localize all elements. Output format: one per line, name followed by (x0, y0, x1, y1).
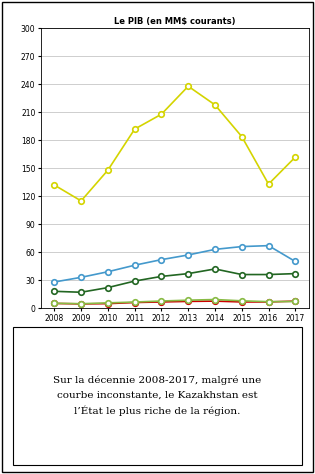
KIRGHIZSTAN (79, 301, 83, 307)
Line: TADJIKISTAN: TADJIKISTAN (52, 297, 298, 307)
TURKMENISTAN (53, 289, 56, 294)
OUZBEKISTAN (186, 252, 190, 258)
OUZBEKISTAN (266, 243, 270, 248)
TURKMENISTAN (213, 266, 217, 272)
TURKMENISTAN (240, 272, 244, 277)
TADJIKISTAN (213, 297, 217, 302)
KIRGHIZSTAN (159, 299, 163, 305)
KIRGHIZSTAN (266, 299, 270, 305)
TADJIKISTAN (294, 299, 297, 304)
KAZAKHSTAN (240, 134, 244, 139)
TURKMENISTAN (294, 271, 297, 276)
TURKMENISTAN (133, 278, 136, 284)
KIRGHIZSTAN (106, 301, 110, 307)
KAZAKHSTAN (133, 126, 136, 132)
TADJIKISTAN (266, 299, 270, 304)
KAZAKHSTAN (213, 102, 217, 108)
KAZAKHSTAN (186, 83, 190, 89)
TADJIKISTAN (240, 298, 244, 304)
Line: TURKMENISTAN: TURKMENISTAN (52, 266, 298, 295)
TADJIKISTAN (106, 300, 110, 306)
KIRGHIZSTAN (186, 299, 190, 304)
TADJIKISTAN (186, 297, 190, 303)
OUZBEKISTAN (133, 263, 136, 268)
OUZBEKISTAN (294, 259, 297, 264)
KIRGHIZSTAN (213, 298, 217, 304)
TURKMENISTAN (79, 290, 83, 295)
KIRGHIZSTAN (240, 299, 244, 305)
TADJIKISTAN (53, 301, 56, 306)
Line: KIRGHIZSTAN: KIRGHIZSTAN (52, 298, 298, 307)
TURKMENISTAN (186, 271, 190, 276)
KAZAKHSTAN (159, 111, 163, 117)
KAZAKHSTAN (79, 198, 83, 204)
TURKMENISTAN (106, 285, 110, 291)
TADJIKISTAN (79, 301, 83, 307)
TURKMENISTAN (266, 272, 270, 277)
KAZAKHSTAN (266, 181, 270, 187)
KAZAKHSTAN (294, 154, 297, 160)
TURKMENISTAN (159, 273, 163, 279)
OUZBEKISTAN (79, 274, 83, 280)
OUZBEKISTAN (159, 257, 163, 263)
TADJIKISTAN (159, 298, 163, 304)
TADJIKISTAN (133, 299, 136, 305)
Line: OUZBEKISTAN: OUZBEKISTAN (52, 243, 298, 285)
OUZBEKISTAN (240, 244, 244, 249)
KIRGHIZSTAN (53, 301, 56, 306)
KAZAKHSTAN (106, 167, 110, 173)
OUZBEKISTAN (53, 279, 56, 285)
Line: KAZAKHSTAN: KAZAKHSTAN (52, 83, 298, 204)
KAZAKHSTAN (53, 182, 56, 188)
OUZBEKISTAN (213, 246, 217, 252)
OUZBEKISTAN (106, 269, 110, 274)
KIRGHIZSTAN (294, 298, 297, 304)
Title: Le PIB (en MM$ courants): Le PIB (en MM$ courants) (114, 17, 236, 26)
Text: Sur la décennie 2008-2017, malgré une
courbe inconstante, le Kazakhstan est
l’Ét: Sur la décennie 2008-2017, malgré une co… (53, 376, 262, 416)
FancyBboxPatch shape (13, 327, 302, 465)
KIRGHIZSTAN (133, 300, 136, 305)
